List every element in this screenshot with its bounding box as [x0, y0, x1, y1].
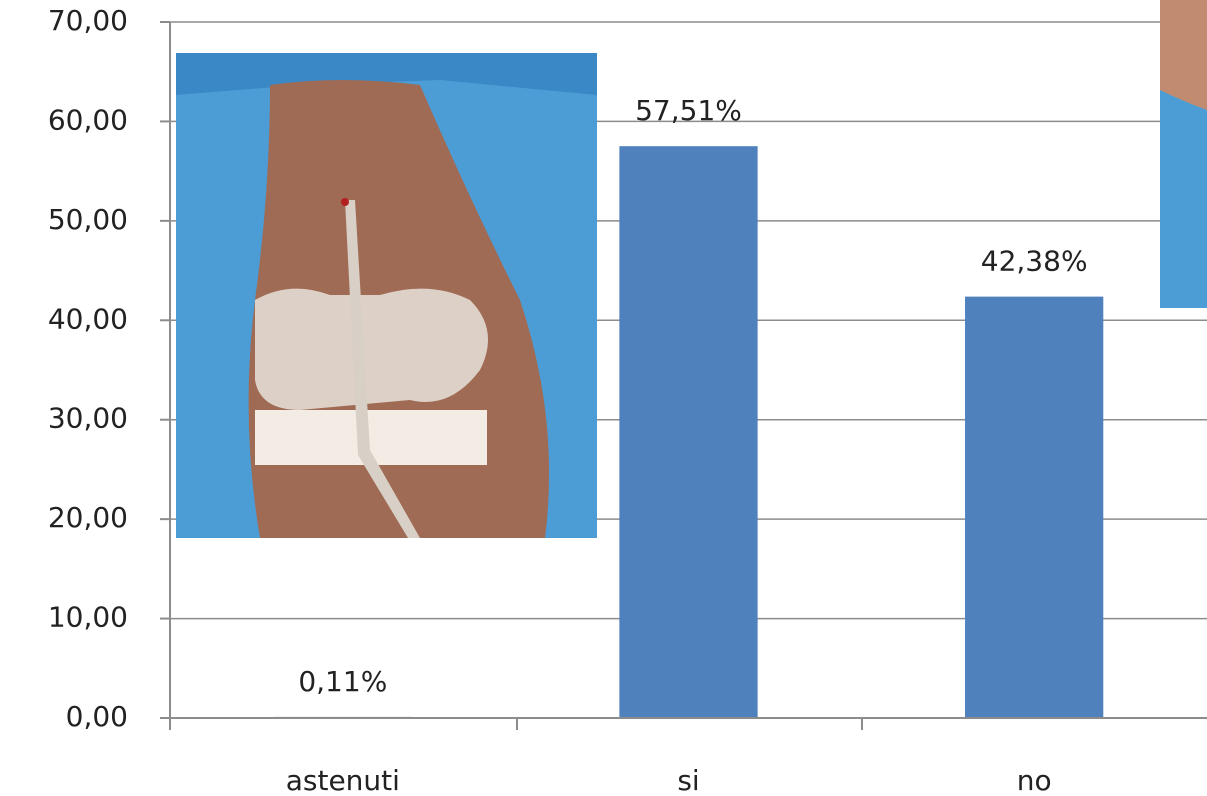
x-tick-label: si	[677, 764, 699, 796]
y-tick-label: 10,00	[48, 601, 128, 634]
x-tick-label: astenuti	[286, 764, 400, 796]
data-label: 42,38%	[981, 245, 1088, 278]
bar	[619, 146, 758, 718]
y-tick-label: 20,00	[48, 501, 128, 534]
y-tick-label: 60,00	[48, 103, 128, 136]
data-label: 57,51%	[635, 94, 742, 127]
y-tick-label: 30,00	[48, 402, 128, 435]
y-tick-label: 70,00	[48, 4, 128, 37]
y-tick-label: 40,00	[48, 302, 128, 335]
y-tick-label: 50,00	[48, 203, 128, 236]
photo-partial	[1160, 0, 1207, 308]
bar	[965, 296, 1104, 718]
x-tick-label: no	[1017, 764, 1052, 796]
photo-overlays	[176, 0, 1207, 538]
data-label: 0,11%	[298, 665, 387, 698]
photo-arm	[176, 53, 597, 538]
y-tick-label: 0,00	[66, 700, 128, 733]
